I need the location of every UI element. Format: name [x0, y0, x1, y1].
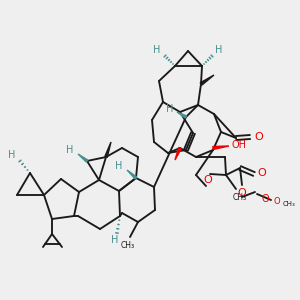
Text: CH₃: CH₃ — [121, 241, 135, 250]
Text: O: O — [238, 188, 246, 198]
Polygon shape — [105, 142, 111, 158]
Text: CH₃: CH₃ — [283, 201, 296, 207]
Text: OH: OH — [232, 140, 247, 150]
Text: H: H — [111, 235, 119, 245]
Text: H: H — [115, 161, 123, 171]
Text: CH₃: CH₃ — [233, 193, 247, 202]
Text: H: H — [153, 45, 161, 55]
Polygon shape — [200, 75, 214, 85]
Text: H: H — [66, 145, 74, 155]
Text: O: O — [274, 197, 280, 206]
Text: H: H — [215, 45, 223, 55]
Text: H: H — [8, 150, 16, 160]
Polygon shape — [175, 148, 181, 160]
Text: H: H — [166, 104, 174, 114]
Text: O: O — [255, 132, 263, 142]
Polygon shape — [177, 112, 187, 118]
Polygon shape — [213, 146, 229, 149]
Text: O: O — [204, 175, 212, 185]
Text: O: O — [261, 194, 269, 204]
Polygon shape — [127, 170, 137, 179]
Text: O: O — [258, 168, 266, 178]
Polygon shape — [78, 154, 88, 162]
